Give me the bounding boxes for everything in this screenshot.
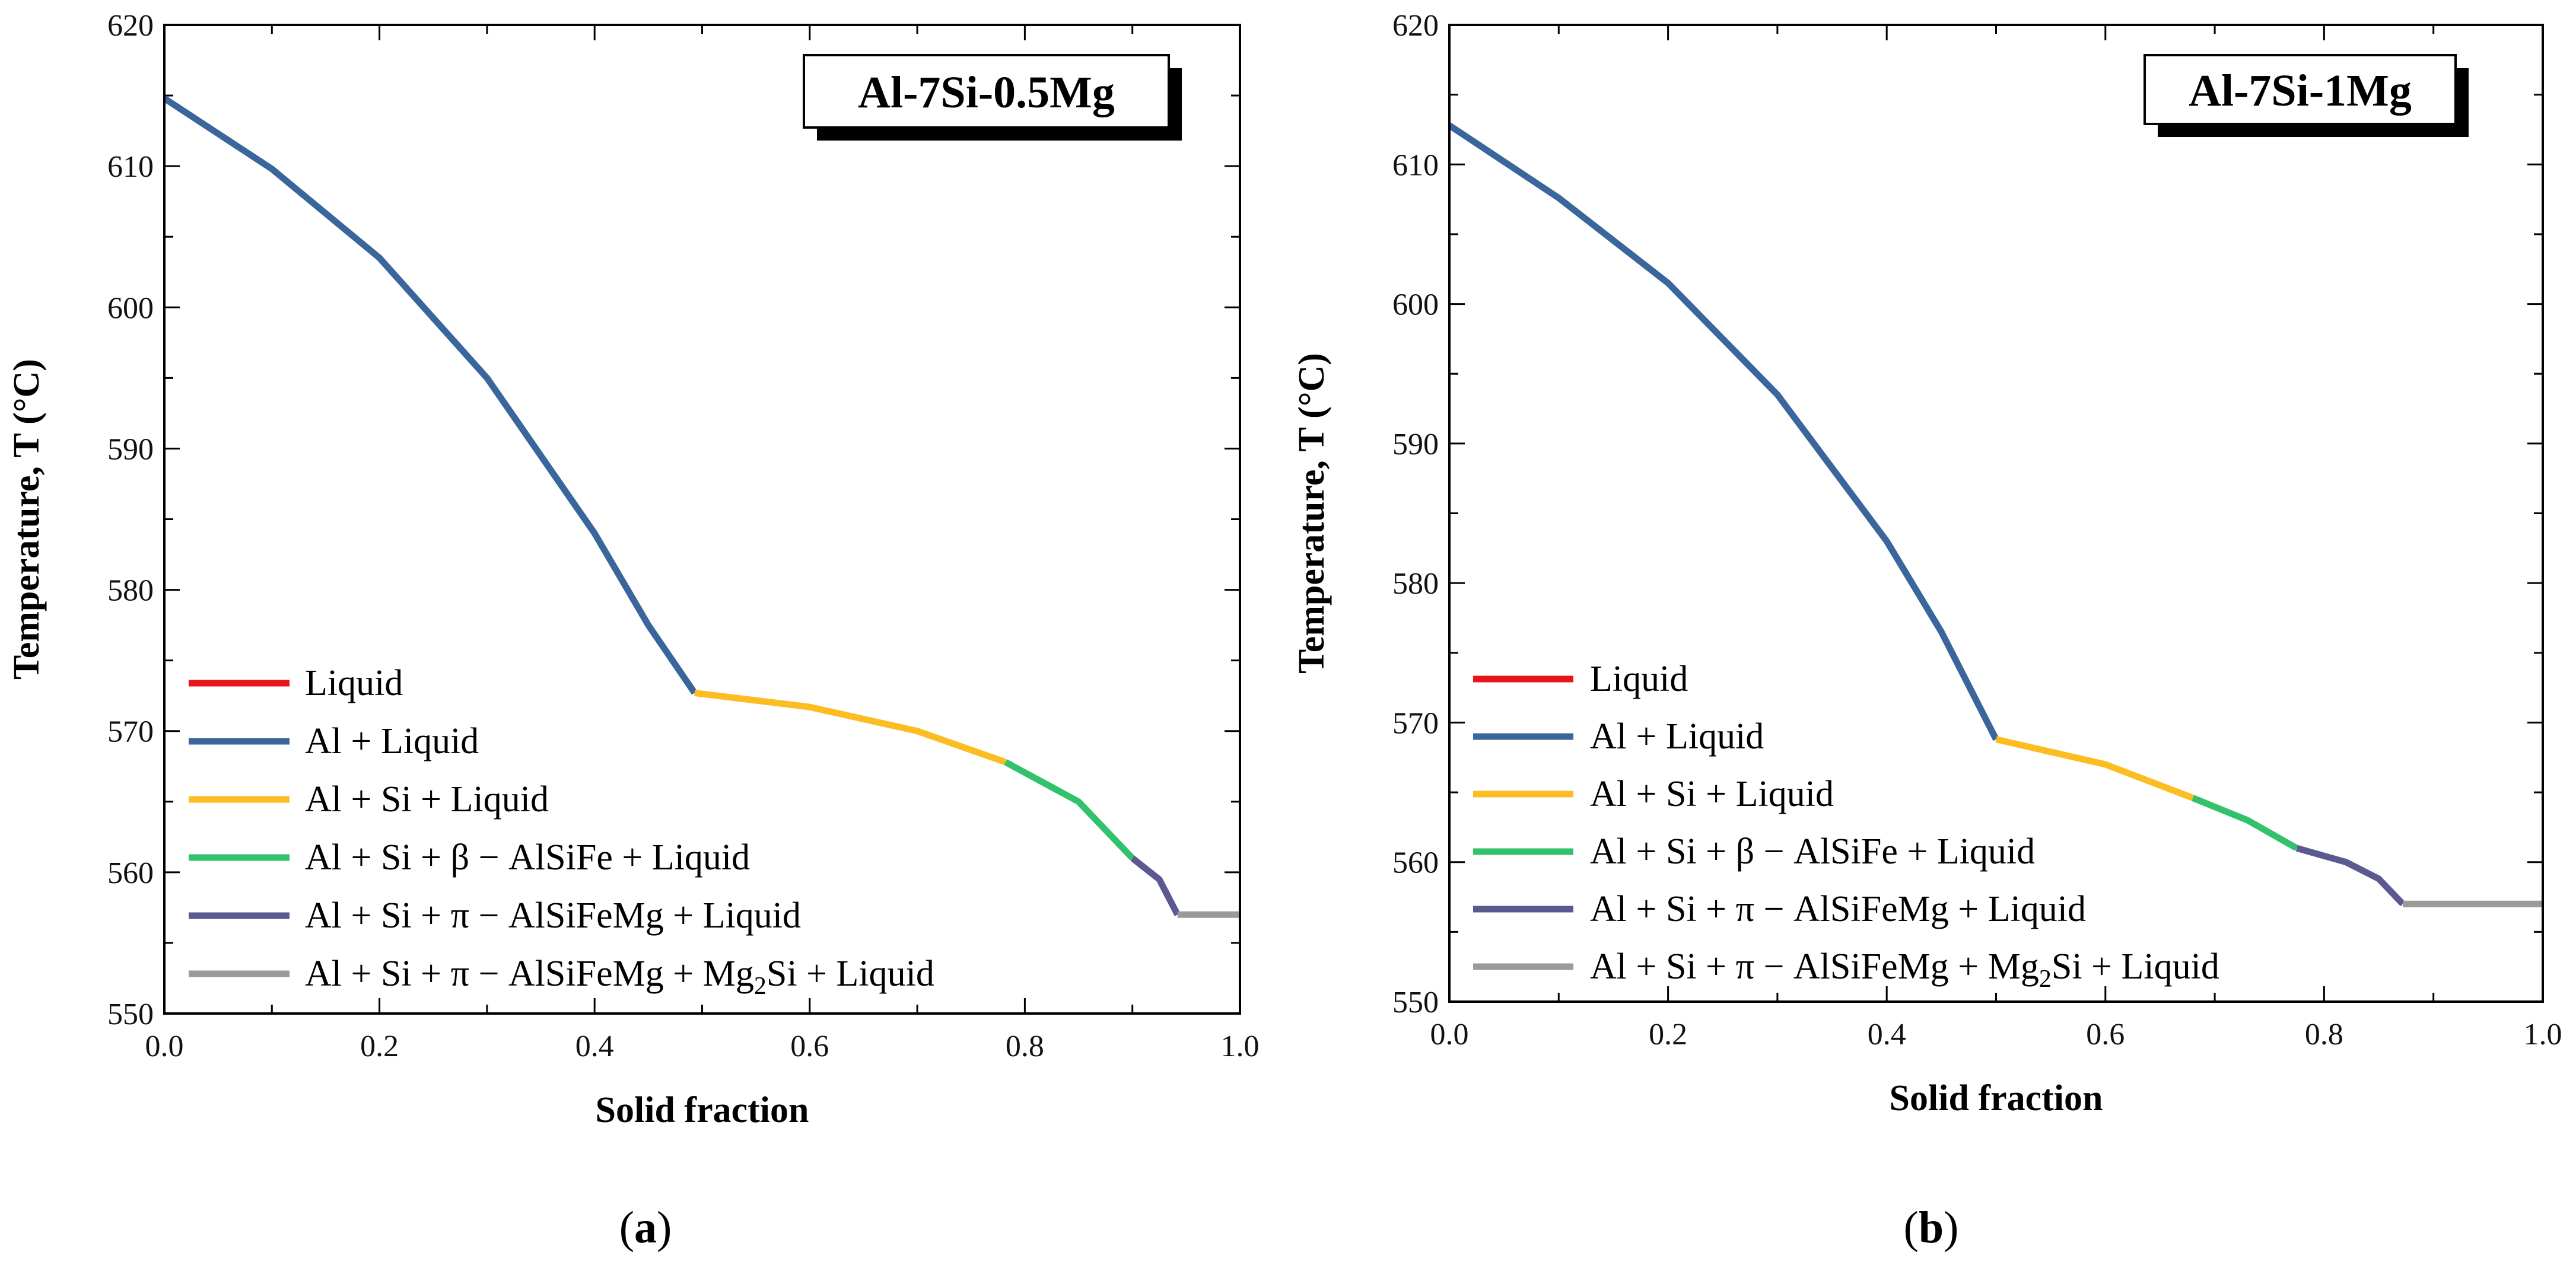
panel-label: (a) bbox=[619, 1203, 672, 1253]
legend-label: Al + Si + π − AlSiFeMg + Liquid bbox=[305, 895, 801, 936]
panel-label-close: ) bbox=[657, 1203, 672, 1253]
legend-text-part: Al + Si + β − AlSiFe + Liquid bbox=[1590, 831, 2035, 872]
legend-text-part: Al + Liquid bbox=[1590, 716, 1764, 757]
panel-label-letter: b bbox=[1919, 1203, 1944, 1253]
badge-title: Al-7Si-1Mg bbox=[2189, 66, 2412, 116]
series-line-pi bbox=[1130, 855, 1181, 916]
legend-text-part: Al + Si + β − AlSiFe + Liquid bbox=[305, 837, 750, 878]
legend-text-part: Al + Si + π − AlSiFeMg + Liquid bbox=[305, 895, 801, 936]
badge-title: Al-7Si-0.5Mg bbox=[858, 68, 1115, 117]
x-tick-label: 0.4 bbox=[575, 1030, 614, 1063]
y-tick-label: 600 bbox=[1392, 288, 1439, 322]
y-tick-label: 570 bbox=[1392, 706, 1439, 740]
x-tick-label: 0.6 bbox=[790, 1030, 829, 1063]
x-tick-label: 0.0 bbox=[145, 1030, 184, 1063]
x-tick-label: 1.0 bbox=[2524, 1018, 2562, 1051]
series-line-al-si-liquid bbox=[1995, 736, 2195, 801]
panel-label-open: ( bbox=[619, 1203, 634, 1253]
x-tick-label: 0.6 bbox=[2086, 1018, 2125, 1051]
legend-label: Al + Si + Liquid bbox=[1590, 774, 1834, 814]
y-axis-title: Temperature, T (°C) bbox=[7, 359, 47, 680]
y-tick-label: 620 bbox=[107, 9, 154, 43]
plot-frame bbox=[1448, 24, 2544, 1003]
legend-text-part: Al + Si + Liquid bbox=[305, 779, 549, 820]
legend-text-part: Al + Si + Liquid bbox=[1590, 774, 1834, 814]
y-tick-label: 600 bbox=[107, 291, 154, 325]
y-tick-label: 620 bbox=[1392, 9, 1439, 43]
legend-text-part: Liquid bbox=[305, 663, 403, 703]
legend-text-part: Liquid bbox=[1590, 659, 1688, 699]
legend-label: Al + Si + π − AlSiFeMg + Liquid bbox=[1590, 889, 2086, 929]
x-axis-title: Solid fraction bbox=[1890, 1078, 2103, 1118]
x-tick-label: 0.2 bbox=[1649, 1018, 1687, 1051]
y-axis-title: Temperature, T (°C) bbox=[1292, 353, 1332, 674]
y-tick-label: 560 bbox=[107, 856, 154, 890]
x-tick-label: 1.0 bbox=[1221, 1030, 1260, 1063]
y-tick-label: 580 bbox=[1392, 567, 1439, 601]
legend-text-part: Al + Si + π − AlSiFeMg + Mg bbox=[1590, 947, 2039, 987]
legend-label: Al + Liquid bbox=[1590, 716, 1764, 757]
x-axis-title: Solid fraction bbox=[596, 1090, 809, 1130]
legend-label: Al + Si + β − AlSiFe + Liquid bbox=[305, 837, 750, 878]
legend-text-part: Al + Si + π − AlSiFeMg + Mg bbox=[305, 954, 754, 994]
y-tick-label: 570 bbox=[107, 715, 154, 749]
x-tick-label: 0.8 bbox=[2305, 1018, 2343, 1051]
panel-label-open: ( bbox=[1904, 1203, 1919, 1253]
legend-label: Liquid bbox=[1590, 659, 1688, 699]
x-tick-label: 0.2 bbox=[360, 1030, 399, 1063]
panel-label-letter: a bbox=[634, 1203, 657, 1253]
y-tick-label: 550 bbox=[107, 998, 154, 1031]
legend-subscript: 2 bbox=[754, 973, 767, 1000]
series-line-al-si-liquid bbox=[694, 689, 1007, 766]
legend-label: Al + Liquid bbox=[305, 721, 479, 761]
y-tick-label: 580 bbox=[107, 574, 154, 608]
legend-label: Al + Si + Liquid bbox=[305, 779, 549, 820]
y-tick-label: 610 bbox=[107, 150, 154, 184]
legend-text-part: Al + Si + π − AlSiFeMg + Liquid bbox=[1590, 889, 2086, 929]
panel-label-close: ) bbox=[1944, 1203, 1958, 1253]
legend-label: Al + Si + β − AlSiFe + Liquid bbox=[1590, 831, 2035, 872]
y-tick-label: 590 bbox=[1392, 428, 1439, 461]
x-tick-label: 0.0 bbox=[1430, 1018, 1469, 1051]
series-line-al-liquid bbox=[164, 95, 698, 695]
legend-text-part: Al + Liquid bbox=[305, 721, 479, 761]
y-tick-label: 550 bbox=[1392, 986, 1439, 1019]
x-tick-label: 0.4 bbox=[1868, 1018, 1906, 1051]
panel-label: (b) bbox=[1904, 1203, 1959, 1253]
series-line-beta bbox=[1004, 759, 1135, 861]
legend-text-part: Si + Liquid bbox=[767, 954, 934, 994]
legend-label: Liquid bbox=[305, 663, 403, 703]
series-line-beta bbox=[2192, 795, 2299, 851]
y-tick-label: 610 bbox=[1392, 148, 1439, 182]
y-tick-label: 560 bbox=[1392, 846, 1439, 880]
y-tick-label: 590 bbox=[107, 432, 154, 466]
badge-box bbox=[2144, 54, 2457, 125]
legend-subscript: 2 bbox=[2039, 965, 2052, 993]
series-line-pi bbox=[2295, 844, 2406, 907]
series-line-al-liquid bbox=[1449, 122, 1999, 741]
legend-text-part: Si + Liquid bbox=[2052, 947, 2219, 987]
chart-panel-a: 0.0 0.2 0.4 0.6 0.8 1.0 550 560 570 580 590 600 610 6… bbox=[7, 9, 1260, 1253]
x-tick-label: 0.8 bbox=[1006, 1030, 1044, 1063]
plot-frame bbox=[163, 24, 1241, 1015]
legend-label: Al + Si + π − AlSiFeMg + Mg2Si + Liquid bbox=[305, 954, 934, 1000]
legend-label: Al + Si + π − AlSiFeMg + Mg2Si + Liquid bbox=[1590, 947, 2219, 993]
chart-panel-b: 0.0 0.2 0.4 0.6 0.8 1.0 550 560 570 580 590 600 610 6… bbox=[1292, 9, 2562, 1253]
badge-box bbox=[803, 54, 1170, 129]
